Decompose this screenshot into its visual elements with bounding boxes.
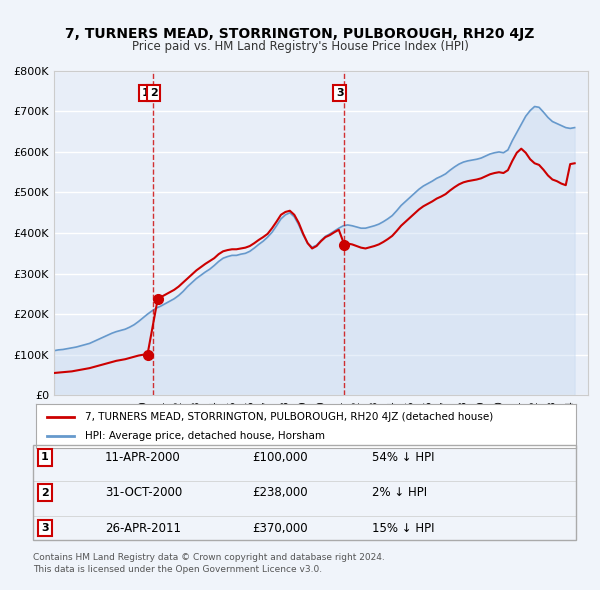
Text: 15% ↓ HPI: 15% ↓ HPI [372, 522, 434, 535]
Text: 2: 2 [150, 88, 158, 98]
Text: Contains HM Land Registry data © Crown copyright and database right 2024.: Contains HM Land Registry data © Crown c… [33, 553, 385, 562]
Text: 3: 3 [41, 523, 49, 533]
Text: 26-APR-2011: 26-APR-2011 [105, 522, 181, 535]
Text: 7, TURNERS MEAD, STORRINGTON, PULBOROUGH, RH20 4JZ: 7, TURNERS MEAD, STORRINGTON, PULBOROUGH… [65, 27, 535, 41]
Text: 54% ↓ HPI: 54% ↓ HPI [372, 451, 434, 464]
Text: 31-OCT-2000: 31-OCT-2000 [105, 486, 182, 499]
Text: HPI: Average price, detached house, Horsham: HPI: Average price, detached house, Hors… [85, 431, 325, 441]
Text: 3: 3 [336, 88, 344, 98]
Text: 1: 1 [41, 453, 49, 462]
Text: £238,000: £238,000 [252, 486, 308, 499]
Text: 2: 2 [41, 488, 49, 497]
Text: £100,000: £100,000 [252, 451, 308, 464]
Text: Price paid vs. HM Land Registry's House Price Index (HPI): Price paid vs. HM Land Registry's House … [131, 40, 469, 53]
Text: £370,000: £370,000 [252, 522, 308, 535]
Text: This data is licensed under the Open Government Licence v3.0.: This data is licensed under the Open Gov… [33, 565, 322, 574]
Text: 11-APR-2000: 11-APR-2000 [105, 451, 181, 464]
Text: 2% ↓ HPI: 2% ↓ HPI [372, 486, 427, 499]
Text: 1: 1 [142, 88, 149, 98]
Text: 7, TURNERS MEAD, STORRINGTON, PULBOROUGH, RH20 4JZ (detached house): 7, TURNERS MEAD, STORRINGTON, PULBOROUGH… [85, 412, 493, 421]
